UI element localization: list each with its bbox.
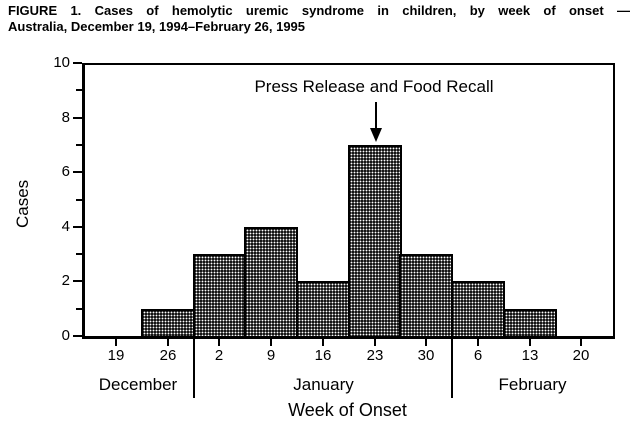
x-axis-tick	[270, 339, 272, 346]
x-axis-tick-label: 16	[314, 347, 332, 364]
y-axis-minor-tick	[76, 308, 82, 310]
bar-week-26	[141, 309, 195, 336]
y-axis-tick-label: 10	[53, 54, 70, 71]
down-arrow-head-icon	[370, 128, 382, 142]
x-axis-tick-label: 23	[366, 347, 384, 364]
y-axis-major-tick	[73, 226, 82, 228]
figure-title-line1: FIGURE 1. Cases of hemolytic uremic synd…	[8, 3, 630, 18]
bar-week-30	[399, 254, 453, 336]
month-label: January	[293, 375, 354, 394]
y-axis-tick-label: 8	[61, 109, 70, 126]
x-axis-tick	[167, 339, 169, 346]
figure-title-line2: Australia, December 19, 1994–February 26…	[8, 19, 306, 34]
y-axis-tick-label: 6	[61, 163, 70, 180]
y-axis-major-tick	[73, 280, 82, 282]
y-axis-major-tick	[73, 335, 82, 337]
x-axis-tick-label: 20	[572, 347, 590, 364]
x-axis-tick-label: 19	[107, 347, 125, 364]
x-axis-tick	[218, 339, 220, 346]
bar-week-13	[503, 309, 557, 336]
x-axis-tick	[529, 339, 531, 346]
x-axis-tick-label: 26	[159, 347, 177, 364]
x-axis-tick-label: 30	[417, 347, 435, 364]
x-axis-tick	[580, 339, 582, 346]
figure-title: FIGURE 1. Cases of hemolytic uremic synd…	[8, 3, 630, 35]
month-label: December	[98, 375, 178, 394]
x-axis-tick	[115, 339, 117, 346]
x-axis-tick-label: 2	[214, 347, 224, 364]
x-axis-tick-label: 13	[521, 347, 539, 364]
x-axis-tick	[374, 339, 376, 346]
month-label: February	[498, 375, 567, 394]
month-separator	[193, 339, 195, 398]
y-axis-tick-label: 0	[61, 327, 70, 344]
y-axis-major-tick	[73, 117, 82, 119]
y-axis-major-tick	[73, 62, 82, 64]
bar-week-2	[193, 254, 247, 336]
x-axis-tick	[477, 339, 479, 346]
x-axis-tick	[425, 339, 427, 346]
x-axis-tick-label: 9	[266, 347, 276, 364]
bar-week-23	[348, 145, 402, 336]
bar-week-6	[451, 281, 505, 336]
bar-week-16	[296, 281, 350, 336]
down-arrow-icon	[375, 102, 377, 129]
x-axis-tick	[322, 339, 324, 346]
y-axis-minor-tick	[76, 89, 82, 91]
x-axis-tick-label: 6	[473, 347, 483, 364]
y-axis-tick-label: 2	[61, 272, 70, 289]
annotation-label: Press Release and Food Recall	[254, 77, 494, 96]
month-separator	[451, 339, 453, 398]
x-axis-title: Week of Onset	[288, 400, 407, 420]
y-axis-minor-tick	[76, 253, 82, 255]
y-axis-tick-label: 4	[61, 218, 70, 235]
bar-week-9	[244, 227, 298, 336]
y-axis-major-tick	[73, 171, 82, 173]
y-axis-minor-tick	[76, 199, 82, 201]
y-axis-minor-tick	[76, 144, 82, 146]
